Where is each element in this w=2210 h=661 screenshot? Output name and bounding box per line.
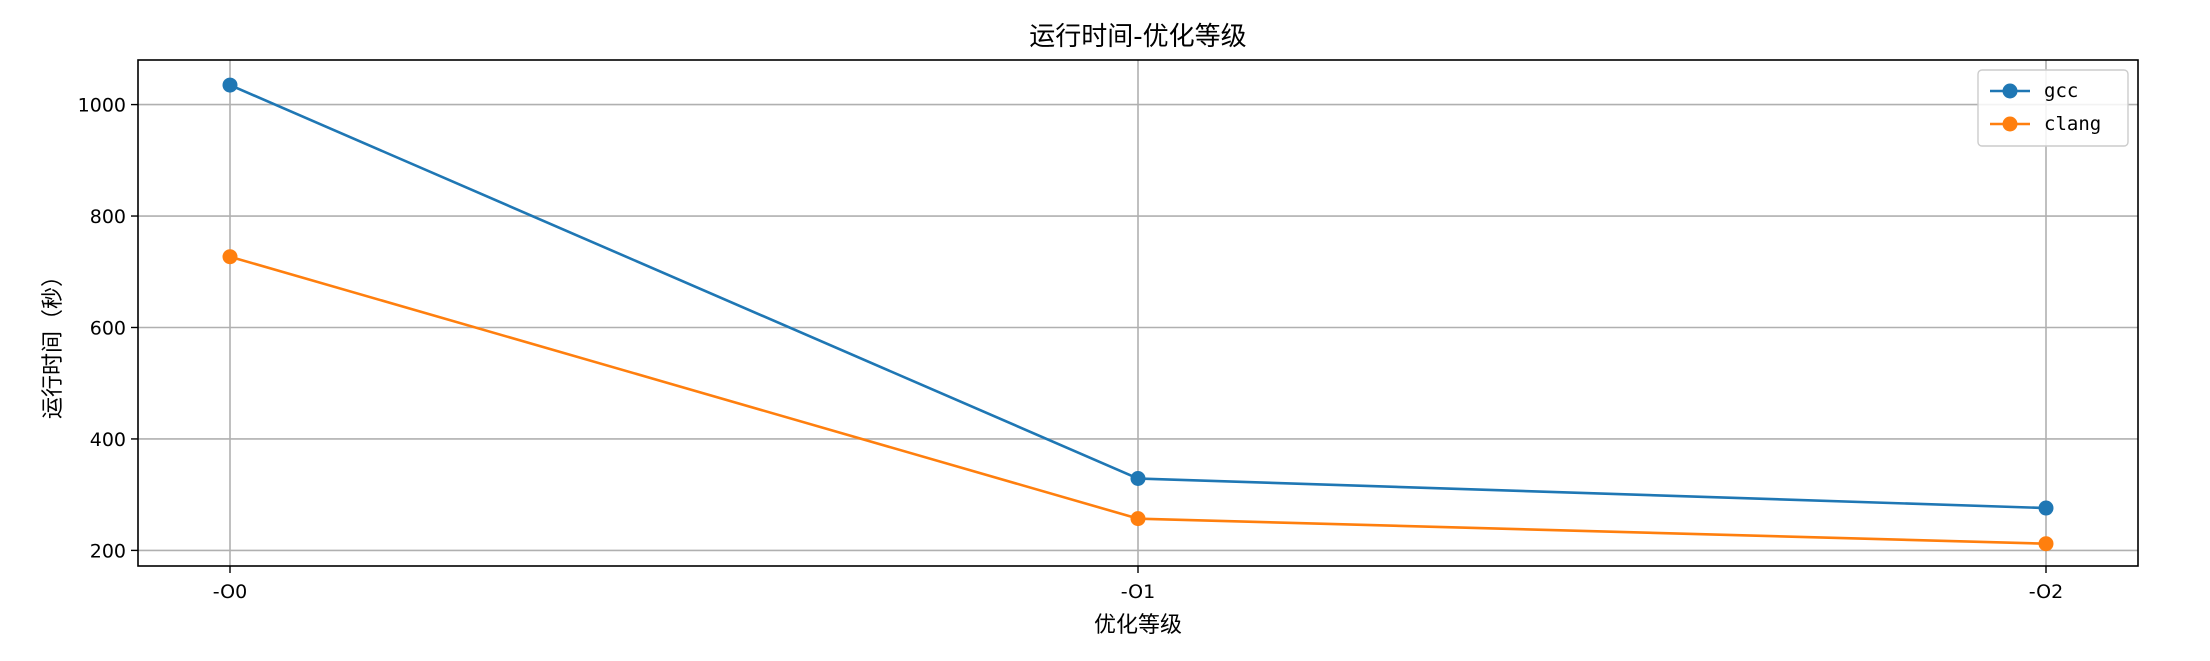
x-tick-label: -O2 bbox=[2029, 581, 2063, 603]
y-tick-label: 400 bbox=[90, 429, 126, 451]
legend-swatch-marker bbox=[2002, 116, 2018, 132]
data-point-gcc bbox=[1130, 471, 1146, 487]
legend-label-clang: clang bbox=[2044, 113, 2101, 135]
chart-title: 运行时间-优化等级 bbox=[1029, 22, 1246, 52]
y-tick-label: 1000 bbox=[78, 95, 126, 117]
x-axis-label: 优化等级 bbox=[1094, 613, 1182, 638]
legend-swatch-marker bbox=[2002, 83, 2018, 99]
x-tick-label: -O0 bbox=[213, 581, 247, 603]
series-lines bbox=[222, 77, 2054, 552]
y-axis-label: 运行时间（秒） bbox=[41, 265, 66, 419]
data-point-clang bbox=[222, 249, 238, 265]
data-point-clang bbox=[1130, 511, 1146, 527]
axis-ticks: -O0 -O1 -O2 200 400 600 800 1000 bbox=[78, 95, 2064, 603]
legend-label-gcc: gcc bbox=[2044, 80, 2078, 102]
data-point-gcc bbox=[222, 77, 238, 93]
y-tick-label: 800 bbox=[90, 206, 126, 228]
x-tick-label: -O1 bbox=[1121, 581, 1155, 603]
grid-lines bbox=[138, 60, 2138, 566]
y-tick-label: 600 bbox=[90, 317, 126, 339]
data-point-clang bbox=[2038, 536, 2054, 552]
y-tick-label: 200 bbox=[90, 540, 126, 562]
legend: gcc clang bbox=[1977, 69, 2129, 147]
data-point-gcc bbox=[2038, 500, 2054, 516]
